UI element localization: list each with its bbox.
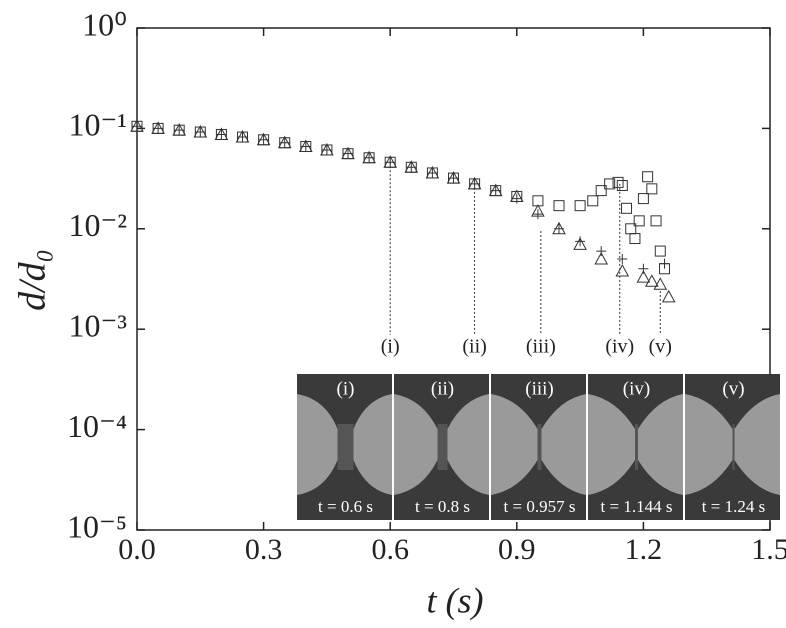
point (617, 254, 628, 265)
point (604, 178, 616, 190)
y-tick-label: 10⁻⁵ (67, 508, 127, 544)
inset-label: (iv) (623, 378, 650, 399)
annotation-label: (v) (649, 336, 672, 358)
point (279, 137, 290, 148)
point (427, 167, 438, 178)
point (615, 263, 630, 277)
inset-caption: t = 0.8 s (415, 497, 470, 516)
point (638, 263, 649, 274)
inset-lower-drop (588, 460, 683, 520)
inset-thread (537, 424, 542, 470)
point (650, 215, 662, 227)
point (448, 173, 459, 184)
point (574, 200, 586, 212)
x-tick-label: 1.2 (625, 533, 663, 566)
inset-caption: t = 1.24 s (702, 497, 765, 516)
inset-panel: (ii) t = 0.8 s (394, 374, 489, 520)
point (644, 274, 659, 287)
point (216, 129, 227, 140)
inset-upper-drop (685, 374, 780, 429)
inset-caption: t = 1.144 s (601, 497, 673, 516)
inset-caption: t = 0.957 s (504, 497, 576, 516)
inset-upper-drop (491, 374, 586, 429)
point (653, 277, 668, 290)
point (153, 123, 164, 134)
point (532, 209, 543, 220)
inset-label: (ii) (431, 378, 454, 399)
x-axis-label: t (s) (427, 580, 484, 620)
x-tick-label: 0.6 (371, 533, 409, 566)
y-tick-label: 10⁻³ (69, 308, 127, 344)
point (321, 144, 332, 155)
point (553, 200, 565, 212)
inset-lower-drop (685, 460, 780, 520)
y-tick-label: 10⁻¹ (69, 107, 127, 143)
point (636, 270, 651, 283)
point (575, 236, 586, 247)
inset-thread (337, 424, 354, 470)
point (174, 125, 185, 136)
x-tick-label: 1.5 (751, 533, 786, 566)
inset-panel: (i) t = 0.6 s (297, 374, 392, 520)
annotation-label: (iii) (526, 336, 556, 358)
x-tick-label: 0.0 (118, 533, 156, 566)
y-axis-label: d/d₀ (12, 249, 54, 311)
inset-label: (v) (722, 378, 744, 399)
point (661, 289, 676, 303)
y-tick-label: 10⁻⁴ (67, 408, 127, 444)
inset-thread (437, 424, 448, 470)
point (621, 202, 633, 214)
point (633, 215, 645, 227)
inset-lower-drop (491, 460, 586, 520)
point (612, 176, 624, 188)
inset-label: (iii) (525, 378, 554, 399)
point (587, 195, 599, 207)
inset-panel: (iv) t = 1.144 s (588, 374, 683, 520)
point (258, 134, 269, 145)
point (237, 132, 248, 143)
point (364, 152, 375, 163)
inset-lower-drop (394, 460, 489, 520)
point (596, 246, 607, 257)
inset-upper-drop (297, 374, 392, 429)
inset-lower-drop (297, 460, 392, 520)
point (469, 178, 480, 189)
point (385, 157, 396, 168)
point (595, 185, 607, 197)
y-tick-label: 10⁻² (69, 207, 127, 243)
point (637, 193, 649, 205)
inset-panel: (v) t = 1.24 s (685, 374, 780, 520)
point (659, 258, 670, 269)
y-tick-label: 10⁰ (82, 6, 127, 42)
point (132, 121, 142, 132)
annotation-label: (iv) (605, 336, 634, 358)
inset-upper-drop (588, 374, 683, 429)
point (554, 223, 564, 234)
annotation-label: (ii) (462, 336, 486, 358)
inset-label: (i) (337, 378, 355, 399)
inset-thread (635, 424, 638, 470)
inset-caption: t = 0.6 s (318, 497, 373, 516)
point (490, 185, 501, 196)
point (616, 179, 628, 191)
point (573, 237, 587, 250)
point (629, 233, 641, 245)
point (646, 183, 658, 195)
inset-thread (732, 424, 735, 470)
point (642, 171, 654, 183)
inset-panel: (iii) t = 0.957 s (491, 374, 586, 520)
point (594, 251, 609, 265)
point (654, 245, 666, 257)
x-tick-label: 0.9 (498, 533, 536, 566)
point (343, 148, 353, 159)
point (300, 141, 311, 152)
point (195, 127, 206, 138)
annotation-label: (i) (381, 336, 400, 358)
point (406, 162, 417, 173)
plot-frame (136, 27, 771, 531)
point (511, 193, 522, 204)
inset-upper-drop (394, 374, 489, 429)
x-tick-label: 0.3 (245, 533, 283, 566)
